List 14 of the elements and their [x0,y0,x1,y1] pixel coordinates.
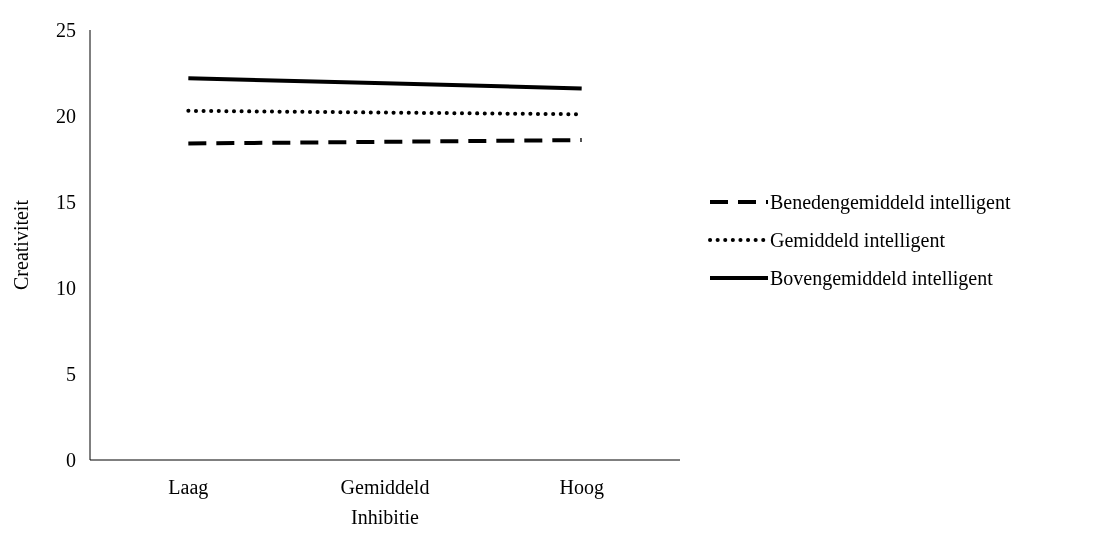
y-tick-label: 15 [56,191,76,213]
x-axis-title: Inhibitie [351,506,419,528]
x-tick-label: Hoog [559,476,604,499]
x-tick-label: Gemiddeld [340,476,430,498]
legend-label: Bovengemiddeld intelligent [770,267,994,290]
y-axis-title: Creativiteit [10,199,32,290]
x-tick-label: Laag [168,476,209,499]
y-tick-label: 5 [66,363,76,385]
y-tick-label: 0 [66,449,76,471]
legend-label: Gemiddeld intelligent [770,229,946,252]
y-tick-label: 10 [56,277,76,299]
y-tick-label: 20 [56,105,76,127]
y-tick-label: 25 [56,19,76,41]
legend-label: Benedengemiddeld intelligent [770,191,1011,214]
